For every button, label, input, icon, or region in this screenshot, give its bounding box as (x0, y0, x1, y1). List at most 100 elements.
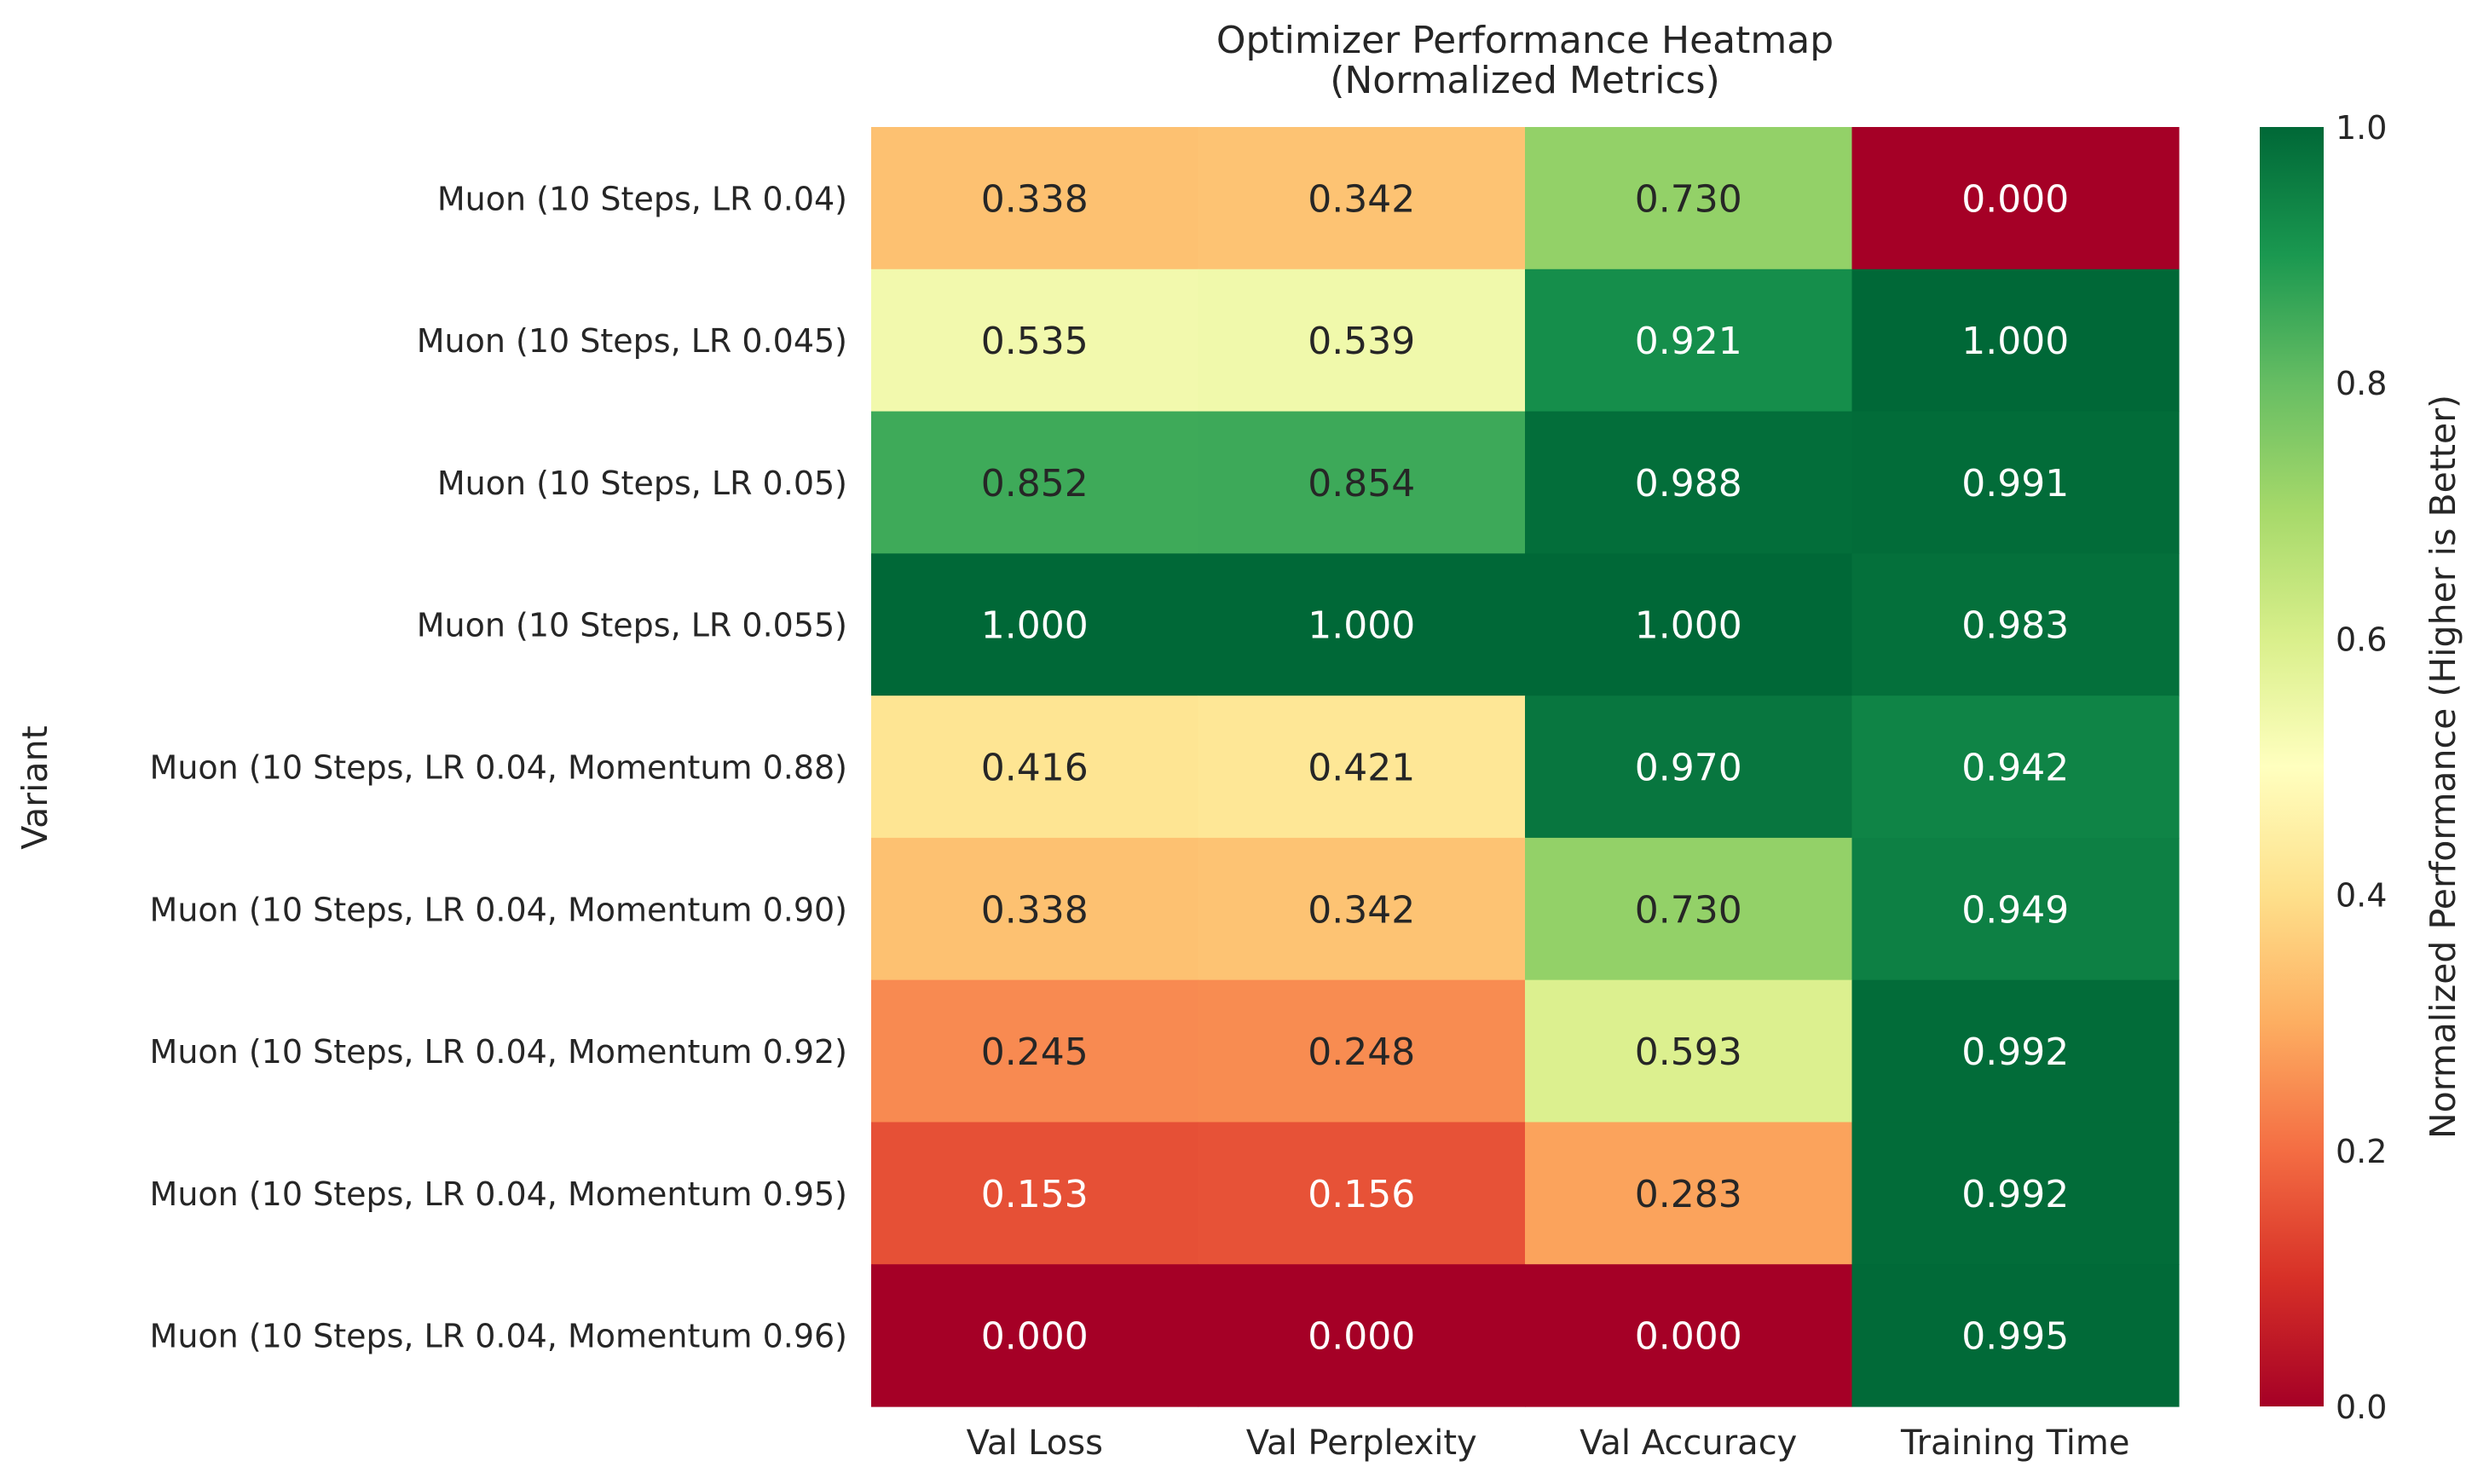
cell-value-label: 0.338 (981, 888, 1089, 932)
row-label: Muon (10 Steps, LR 0.04, Momentum 0.95) (150, 1175, 847, 1213)
heatmap-cell (871, 269, 1199, 413)
heatmap-cell (1198, 837, 1526, 981)
heatmap-cell (871, 1264, 1199, 1407)
cell-value-label: 1.000 (981, 604, 1089, 648)
heatmap-cell (1851, 1264, 2180, 1407)
cell-value-label: 0.153 (981, 1173, 1089, 1216)
cell-value-label: 0.988 (1635, 462, 1742, 505)
heatmap-cell (1198, 127, 1526, 270)
colorbar-tick-label: 0.0 (2336, 1389, 2387, 1426)
heatmap-cell (1198, 1122, 1526, 1265)
heatmap-cell (1525, 269, 1853, 413)
heatmap-cell (1525, 553, 1853, 696)
cell-value-label: 0.854 (1308, 462, 1415, 505)
cell-value-label: 0.991 (1961, 462, 2069, 505)
heatmap-cell (1198, 1264, 1526, 1407)
heatmap-cell (871, 553, 1199, 696)
heatmap-cell (871, 1122, 1199, 1265)
cell-value-label: 0.852 (981, 462, 1089, 505)
heatmap-cell (1525, 696, 1853, 839)
heatmap-cell (1851, 696, 2180, 839)
colorbar-label: Normalized Performance (Higher is Better… (2423, 395, 2463, 1139)
heatmap-cell (1525, 1122, 1853, 1265)
row-label: Muon (10 Steps, LR 0.04, Momentum 0.90) (150, 891, 847, 928)
cell-value-label: 0.000 (1308, 1315, 1415, 1359)
cell-value-label: 0.921 (1635, 320, 1742, 363)
cell-value-label: 0.995 (1961, 1315, 2069, 1359)
cell-value-label: 0.416 (981, 747, 1089, 790)
column-label: Val Loss (967, 1423, 1103, 1463)
cell-value-label: 0.949 (1961, 888, 2069, 932)
cell-value-label: 0.983 (1961, 604, 2069, 648)
row-label: Muon (10 Steps, LR 0.055) (417, 607, 847, 644)
chart-title-line: (Normalized Metrics) (1330, 59, 1720, 102)
cell-value-label: 0.245 (981, 1031, 1089, 1074)
y-axis-label: Variant (14, 725, 55, 849)
cell-value-label: 0.000 (1635, 1315, 1742, 1359)
cell-value-label: 0.000 (981, 1315, 1089, 1359)
row-tick-labels: Muon (10 Steps, LR 0.04) Muon (10 Steps, … (150, 180, 847, 1354)
heatmap-cell (1851, 411, 2180, 554)
cell-value-label: 0.539 (1308, 320, 1415, 363)
colorbar-gradient (2260, 127, 2324, 1406)
cell-value-label: 1.000 (1961, 320, 2069, 363)
heatmap-cell (1851, 127, 2180, 270)
column-label: Val Accuracy (1580, 1423, 1797, 1463)
heatmap-cell (871, 979, 1199, 1123)
colorbar-tick-label: 0.2 (2336, 1133, 2387, 1170)
heatmap-cell (1198, 696, 1526, 839)
colorbar-tick-label: 0.8 (2336, 365, 2387, 402)
cell-value-label: 1.000 (1308, 604, 1415, 648)
cell-value-label: 0.421 (1308, 747, 1415, 790)
heatmap-cell (1198, 411, 1526, 554)
row-label: Muon (10 Steps, LR 0.04, Momentum 0.92) (150, 1033, 847, 1071)
row-label: Muon (10 Steps, LR 0.05) (437, 465, 847, 502)
colorbar-tick-label: 1.0 (2336, 109, 2387, 147)
cell-value-label: 0.248 (1308, 1031, 1415, 1074)
row-label: Muon (10 Steps, LR 0.04) (437, 180, 847, 217)
colorbar-tick-label: 0.6 (2336, 621, 2387, 658)
heatmap-cell (1198, 269, 1526, 413)
column-tick-labels: Val Loss Val Perplexity Val Accuracy Traini… (967, 1423, 2130, 1463)
heatmap-cell (871, 411, 1199, 554)
heatmap-cell (1851, 553, 2180, 696)
cell-value-label: 0.992 (1961, 1173, 2069, 1216)
heatmap-cell (1851, 837, 2180, 981)
heatmap-cell (1525, 1264, 1853, 1407)
colorbar: 0.0 0.2 0.4 0.6 0.8 1.0 Normalized Performance… (2260, 109, 2463, 1426)
cell-value-label: 0.992 (1961, 1031, 2069, 1074)
cell-value-label: 0.730 (1635, 177, 1742, 221)
cell-value-label: 0.342 (1308, 177, 1415, 221)
cell-value-label: 0.730 (1635, 888, 1742, 932)
row-label: Muon (10 Steps, LR 0.04, Momentum 0.88) (150, 749, 847, 787)
heatmap-cell (1198, 553, 1526, 696)
cell-value-label: 0.593 (1635, 1031, 1742, 1074)
heatmap-cell (871, 127, 1199, 270)
column-label: Training Time (1900, 1423, 2129, 1463)
chart-title-line: Optimizer Performance Heatmap (1216, 19, 1834, 62)
cell-value-label: 0.342 (1308, 888, 1415, 932)
cell-value-label: 0.535 (981, 320, 1089, 363)
heatmap-cell (871, 696, 1199, 839)
cell-value-label: 0.283 (1635, 1173, 1742, 1216)
heatmap-cell (1525, 127, 1853, 270)
cell-value-label: 0.942 (1961, 747, 2069, 790)
heatmap-cell (1851, 1122, 2180, 1265)
chart-title: Optimizer Performance Heatmap(Normalized… (1216, 19, 1834, 102)
cell-value-label: 0.000 (1961, 177, 2069, 221)
row-label: Muon (10 Steps, LR 0.04, Momentum 0.96) (150, 1318, 847, 1355)
row-label: Muon (10 Steps, LR 0.045) (417, 322, 847, 360)
heatmap-cell (1851, 979, 2180, 1123)
heatmap-cell (1851, 269, 2180, 413)
cell-value-label: 0.338 (981, 177, 1089, 221)
cell-value-label: 1.000 (1635, 604, 1742, 648)
colorbar-tick-label: 0.4 (2336, 877, 2387, 915)
heatmap-cell (1525, 837, 1853, 981)
heatmap-cell (871, 837, 1199, 981)
cell-value-label: 0.970 (1635, 747, 1742, 790)
heatmap-cells: 0.338 0.342 0.730 0.000 0.535 0.539 0.921 1.000… (871, 127, 2180, 1407)
heatmap-cell (1525, 979, 1853, 1123)
heatmap-cell (1198, 979, 1526, 1123)
column-label: Val Perplexity (1246, 1423, 1477, 1463)
